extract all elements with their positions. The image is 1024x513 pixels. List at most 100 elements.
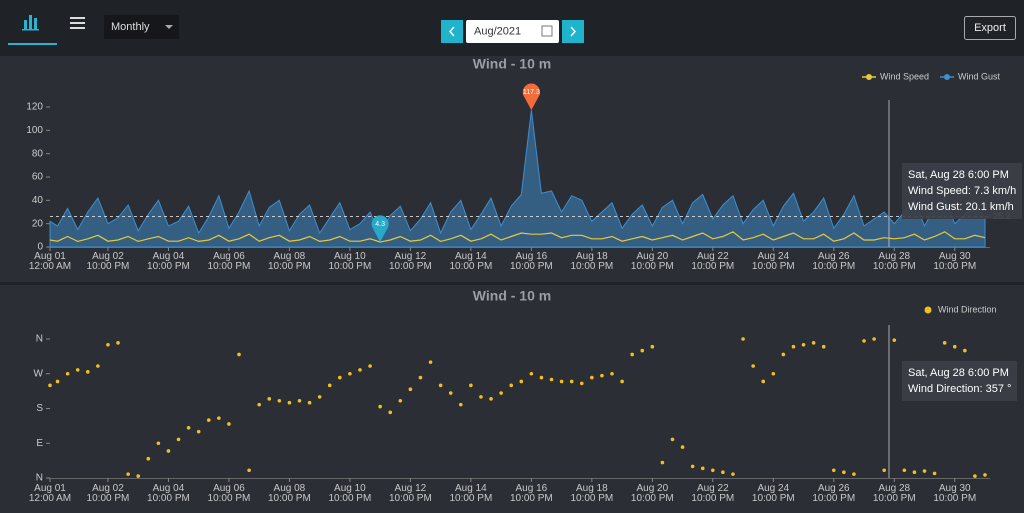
legend-dot	[924, 306, 932, 314]
x-tick-label: Aug 26 10:00 PM	[812, 251, 856, 272]
x-tick-label: Aug 16 10:00 PM	[509, 251, 553, 272]
point	[761, 379, 766, 384]
tab-underline	[8, 43, 57, 45]
x-tick-label: Aug 08 10:00 PM	[268, 483, 311, 504]
point	[458, 402, 463, 407]
point	[922, 469, 927, 473]
y-tick-label: E	[36, 438, 43, 449]
x-tick-label: Aug 04 10:00 PM	[147, 251, 190, 272]
prev-button[interactable]	[441, 20, 463, 43]
period-dropdown[interactable]	[104, 15, 179, 39]
y-tick-label: 100	[26, 125, 43, 136]
point	[277, 398, 282, 403]
point	[307, 400, 312, 405]
y-tick-label: N	[36, 334, 43, 345]
point	[862, 339, 866, 343]
point	[579, 381, 584, 386]
x-tick-label: Aug 08 10:00 PM	[268, 251, 311, 272]
chart-title: Wind - 10 m	[473, 56, 551, 72]
legend-dot	[944, 74, 950, 80]
point	[771, 371, 776, 376]
tooltip-line: Wind Direction: 357 °	[908, 383, 1012, 395]
next-button[interactable]	[562, 20, 584, 43]
point	[680, 445, 685, 449]
point	[600, 373, 604, 378]
point	[166, 449, 171, 453]
x-tick-label: Aug 22 10:00 PM	[691, 251, 735, 272]
next-arrow	[570, 26, 577, 37]
tooltip-line: Wind Gust: 20.1 km/h	[908, 201, 1014, 213]
x-tick-label: Aug 06 10:00 PM	[207, 251, 251, 272]
point	[196, 429, 201, 434]
point	[479, 395, 483, 399]
y-tick-label: N	[36, 473, 43, 484]
point	[650, 344, 655, 349]
point	[469, 383, 473, 388]
point	[418, 375, 423, 380]
date-field[interactable]	[466, 20, 559, 43]
y-tick-label: 60	[32, 172, 44, 183]
export-button[interactable]	[964, 16, 1016, 40]
point	[206, 418, 211, 422]
marker-label: 117.3	[523, 89, 540, 96]
point	[952, 344, 957, 349]
calendar-icon	[541, 25, 553, 37]
x-tick-label: Aug 06 10:00 PM	[207, 483, 251, 504]
point	[549, 377, 554, 382]
point	[559, 379, 564, 384]
legend-dot	[866, 74, 872, 80]
point	[831, 468, 836, 473]
y-tick-label: S	[36, 403, 43, 414]
point	[96, 364, 100, 368]
period-label: Monthly	[111, 21, 150, 33]
point	[842, 470, 846, 475]
point	[317, 395, 322, 399]
chart-icon[interactable]	[22, 15, 39, 31]
point	[368, 364, 372, 368]
point	[690, 464, 695, 469]
x-tick-label: Aug 20 10:00 PM	[630, 251, 674, 272]
point	[983, 473, 987, 477]
x-tick-label: Aug 22 10:00 PM	[691, 483, 735, 504]
point	[398, 398, 403, 403]
point	[741, 337, 745, 341]
point	[348, 371, 352, 376]
point	[781, 352, 786, 357]
y-tick-label: 0	[37, 242, 43, 253]
x-tick-label: Aug 01 12:00 AM	[28, 251, 72, 272]
point	[963, 348, 967, 353]
point	[932, 471, 937, 476]
point	[428, 360, 433, 364]
x-tick-label: Aug 28 10:00 PM	[872, 483, 916, 504]
point	[136, 474, 141, 478]
point	[408, 387, 413, 391]
menu-icon[interactable]	[70, 17, 85, 29]
point	[186, 426, 191, 430]
export-label: Export	[974, 22, 1006, 34]
point	[640, 348, 645, 353]
point	[267, 397, 272, 401]
x-tick-label: Aug 28 10:00 PM	[872, 251, 916, 272]
legend-label: Wind Gust	[958, 71, 1001, 81]
point	[509, 383, 513, 388]
point	[247, 468, 251, 473]
point	[711, 468, 715, 473]
point	[882, 468, 886, 473]
point	[327, 383, 332, 388]
legend-label: Wind Direction	[938, 304, 997, 314]
x-tick-label: Aug 02 10:00 PM	[86, 483, 130, 504]
point	[489, 397, 493, 401]
point	[973, 474, 977, 478]
point	[801, 342, 806, 347]
point	[227, 422, 231, 426]
marker-label: 4.3	[375, 221, 385, 228]
point	[297, 398, 302, 403]
point	[519, 379, 524, 384]
x-tick-label: Aug 30 10:00 PM	[933, 251, 977, 272]
point	[358, 368, 362, 372]
point	[539, 375, 544, 380]
marker-pin	[522, 83, 540, 111]
point	[902, 468, 907, 473]
point	[821, 344, 826, 349]
x-tick-label: Aug 12 10:00 PM	[388, 483, 432, 504]
